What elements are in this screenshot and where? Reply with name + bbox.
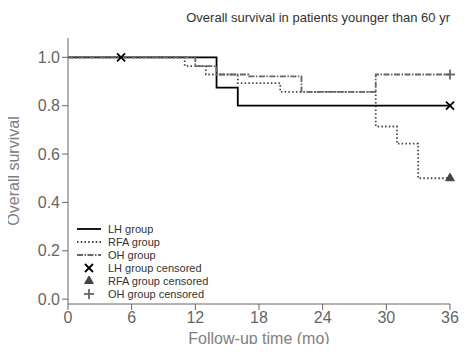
svg-text:0.2: 0.2 — [38, 242, 60, 259]
html-text:Overall survival in patients y: Overall survival in patients younger tha… — [186, 10, 450, 25]
svg-text:0.8: 0.8 — [38, 97, 60, 114]
html-text:RFA group: RFA group — [108, 235, 160, 248]
svg-text:Overall survival: Overall survival — [8, 116, 22, 225]
svg-text:1.0: 1.0 — [38, 49, 60, 66]
svg-text:30: 30 — [377, 309, 395, 326]
html-text:OH group: OH group — [108, 248, 156, 261]
svg-text:Follow-up time (mo): Follow-up time (mo) — [188, 330, 329, 344]
svg-text:12: 12 — [186, 309, 204, 326]
html-text:LH group: LH group — [108, 222, 154, 235]
html-text:RFA group censored: RFA group censored — [108, 274, 209, 287]
svg-text:0.4: 0.4 — [38, 194, 60, 211]
svg-text:0: 0 — [64, 309, 73, 326]
svg-text:6: 6 — [127, 309, 136, 326]
svg-text:36: 36 — [441, 309, 459, 326]
svg-text:18: 18 — [250, 309, 268, 326]
svg-text:24: 24 — [314, 309, 332, 326]
html-text:LH group censored: LH group censored — [108, 261, 202, 274]
html-text:OH group censored: OH group censored — [108, 287, 204, 300]
svg-text:0.0: 0.0 — [38, 291, 60, 308]
svg-text:0.6: 0.6 — [38, 146, 60, 163]
